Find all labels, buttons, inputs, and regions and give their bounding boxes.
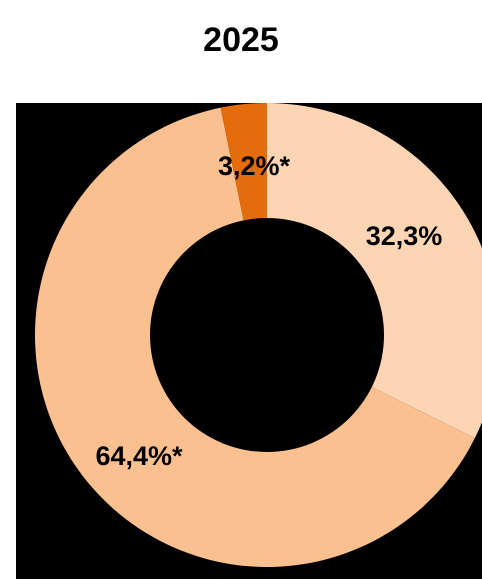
data-labels: 32,3% 64,4%* 3,2%* xyxy=(95,151,442,471)
data-label-2: 64,4%* xyxy=(95,441,183,471)
data-label-1: 32,3% xyxy=(366,221,443,251)
chart-title: 2025 xyxy=(203,21,279,59)
data-label-3: 3,2%* xyxy=(218,151,291,181)
donut-hole xyxy=(150,218,384,452)
